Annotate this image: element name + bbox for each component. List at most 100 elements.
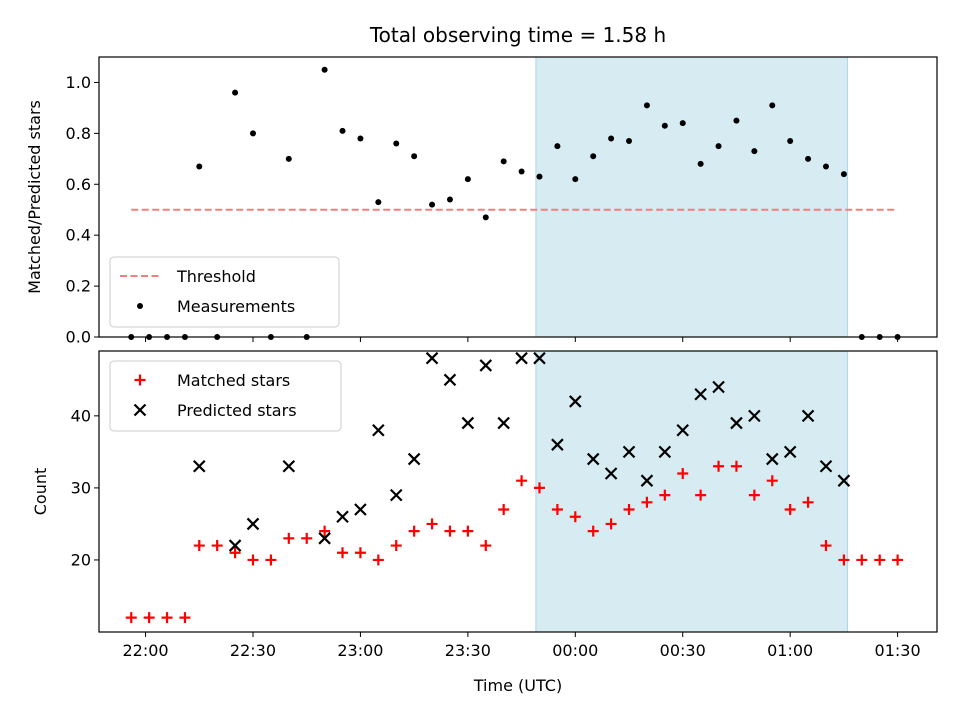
data-point [697,160,704,167]
data-point [407,452,421,466]
legend-measurements-swatch [137,303,143,309]
data-point [730,460,742,472]
data-point [554,143,561,150]
data-point [464,176,471,183]
data-point [569,511,581,523]
data-point [301,532,313,544]
observing-span-shade [535,350,848,633]
data-point [372,423,385,437]
data-point [339,127,346,134]
legend-label: Threshold [176,267,256,286]
data-point [748,409,761,423]
data-point [143,612,155,624]
data-point [677,467,689,479]
data-point [247,554,259,566]
data-point [444,525,456,537]
data-point [587,525,599,537]
data-point [500,158,507,165]
data-point [515,351,528,365]
data-point [783,445,797,459]
data-point [211,540,223,552]
data-point [533,482,545,494]
data-point [874,554,886,566]
data-point [661,122,668,129]
y-tick-label: 0.2 [66,277,91,296]
data-point [784,504,796,516]
data-point [590,153,597,160]
data-point [837,474,851,487]
data-point [246,517,260,531]
data-point [497,416,510,430]
data-point [551,504,563,516]
data-point [282,460,296,473]
axes-frame [98,56,938,338]
data-point [354,503,367,516]
y-tick-label: 0.0 [66,328,91,347]
data-point [801,409,815,423]
data-point [443,373,457,387]
data-point [179,612,191,624]
data-point [659,489,671,501]
top-panel: 0.0 0.2 0.4 0.6 0.8 1.0 Matched/Predicted star… [25,56,938,347]
data-point [321,66,328,73]
data-point [249,130,256,137]
data-point [390,540,402,552]
data-point [608,135,615,142]
data-point [643,102,650,109]
data-point [479,359,493,372]
data-point [604,467,618,480]
data-point [498,504,510,516]
data-point [285,155,292,162]
data-point [425,351,439,365]
data-point [482,214,489,221]
data-point [712,380,725,394]
data-point [572,176,579,183]
y-tick-label: 1.0 [66,73,91,92]
legend-matched-swatch [134,374,146,386]
data-point [820,540,832,552]
data-point [536,173,543,180]
legend-label: Measurements [177,297,295,316]
x-tick-label: 00:30 [660,641,706,660]
data-point [733,117,740,124]
data-point [196,163,203,170]
x-tick-label: 22:30 [230,641,276,660]
observing-span-shade [535,56,848,338]
data-point [695,489,707,501]
data-point [838,554,850,566]
x-tick-label: 23:30 [445,641,491,660]
data-point [586,452,600,466]
data-point [713,460,725,472]
data-point [769,102,776,109]
data-point [856,554,868,566]
data-point [461,416,475,430]
data-point [393,140,400,147]
data-point [318,532,331,545]
data-point [569,395,582,408]
data-point [265,554,277,566]
legend-label: Predicted stars [177,401,297,420]
chart-title: Total observing time = 1.58 h [369,23,666,47]
data-point [228,539,242,552]
legend: Threshold Measurements [109,256,340,328]
data-point [892,554,904,566]
series-measurements [128,66,901,340]
legend-box [109,360,342,432]
data-point [730,416,743,430]
x-axis-label: Time (UTC) [473,676,562,695]
data-point [802,496,814,508]
data-point [408,525,420,537]
legend-label: Matched stars [177,371,290,390]
x-tick-label: 22:00 [123,641,169,660]
y-axis-label: Count [31,468,50,516]
data-point [658,445,672,459]
data-point [411,153,418,160]
data-point [193,540,205,552]
legend-box [109,256,340,328]
x-tick-label: 00:00 [552,641,598,660]
x-tick-label: 01:30 [875,641,921,660]
y-tick-label: 0.8 [66,124,91,143]
data-point [161,612,173,624]
data-point [676,423,690,437]
